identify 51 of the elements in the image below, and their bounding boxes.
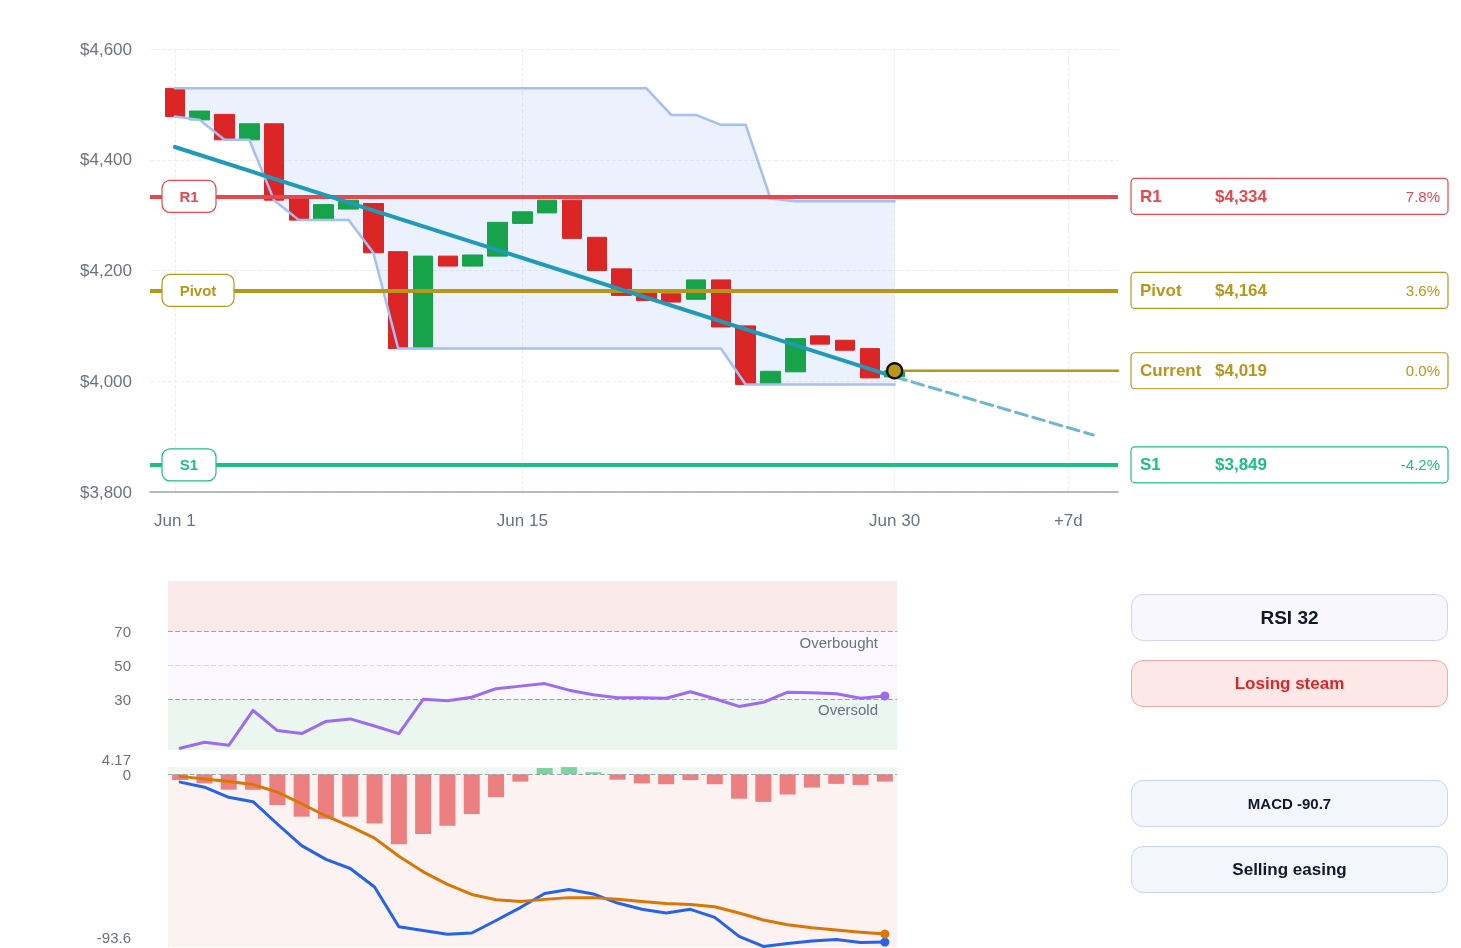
y-tick-label: 0 xyxy=(122,765,131,783)
text: -4.2% xyxy=(1400,456,1440,474)
y-tick-label: $4,200 xyxy=(80,261,132,280)
candlestick xyxy=(835,339,855,351)
ref-line-label: R1 xyxy=(179,187,199,205)
candlestick xyxy=(661,293,681,303)
text: Losing steam xyxy=(1131,660,1448,707)
text: S1 xyxy=(1140,455,1161,475)
text: $4,164 xyxy=(1215,280,1268,300)
candlestick xyxy=(438,255,458,267)
y-tick-label: 30 xyxy=(114,690,131,708)
text: Selling easing xyxy=(1131,846,1448,893)
text: MACD -90.7 xyxy=(1131,780,1448,827)
text: 7.8% xyxy=(1405,187,1440,205)
text: R1 xyxy=(1140,186,1162,206)
candlestick xyxy=(462,254,483,267)
y-tick-label: $4,600 xyxy=(80,39,132,59)
x-tick-label: Jun 30 xyxy=(869,511,921,530)
text: $4,019 xyxy=(1215,361,1267,381)
candlestick xyxy=(512,211,533,224)
line-series xyxy=(173,87,896,203)
y-tick-label: 4.17 xyxy=(101,751,131,768)
ref-line-label: Oversold xyxy=(817,701,878,719)
series-label: Current xyxy=(1140,361,1202,381)
text: 3.6% xyxy=(1405,281,1440,299)
y-tick-label: $3,800 xyxy=(80,482,132,502)
y-tick-label: -93.6 xyxy=(96,929,131,947)
y-tick-label: $4,000 xyxy=(80,371,132,391)
candlestick xyxy=(165,87,185,118)
text: $4,334 xyxy=(1215,186,1268,206)
candlestick xyxy=(587,236,607,271)
candlestick xyxy=(313,204,334,221)
x-tick-label: Jun 15 xyxy=(496,511,548,530)
candlestick xyxy=(562,199,582,239)
y-tick-label: 70 xyxy=(114,623,131,641)
ref-line-label: Overbought xyxy=(799,633,879,651)
candlestick xyxy=(413,255,433,350)
y-tick-label: 50 xyxy=(114,657,131,674)
x-tick-label: +7d xyxy=(1053,511,1083,530)
candlestick xyxy=(214,113,235,141)
text: 0.0% xyxy=(1405,362,1440,380)
candlestick xyxy=(239,123,260,141)
ref-line-label: Pivot xyxy=(179,281,217,299)
candlestick xyxy=(537,199,557,214)
text: $3,849 xyxy=(1215,455,1267,475)
text: Pivot xyxy=(1140,280,1182,300)
candlestick xyxy=(810,335,830,345)
y-tick-label: $4,400 xyxy=(80,150,132,170)
x-tick-label: Jun 1 xyxy=(154,511,196,530)
text: RSI 32 xyxy=(1131,594,1448,641)
ref-line-label: S1 xyxy=(179,456,199,474)
